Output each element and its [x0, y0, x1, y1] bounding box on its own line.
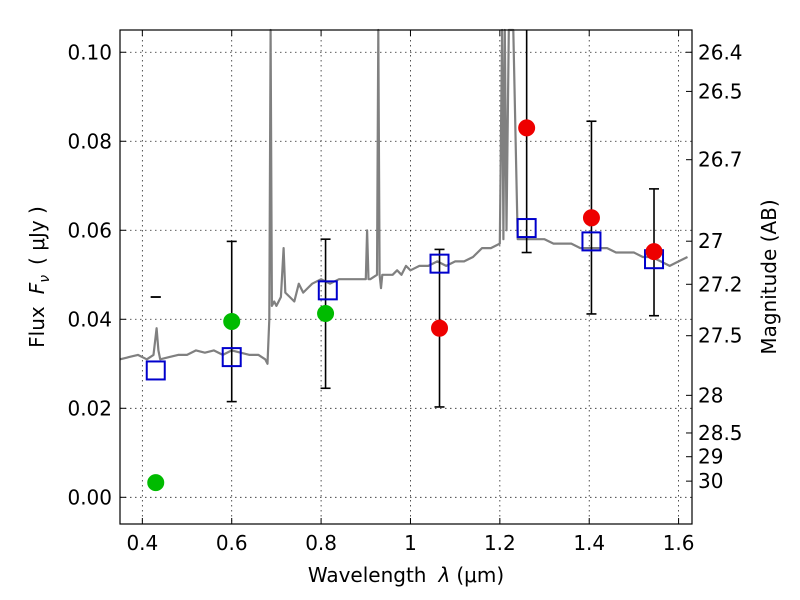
- y2-tick-label: 29: [698, 445, 723, 469]
- y-tick-label: 0.06: [67, 218, 112, 242]
- y-tick-label: 0.08: [67, 129, 112, 153]
- x-tick-label: 0.6: [216, 531, 248, 555]
- y2-tick-label: 28.5: [698, 421, 743, 445]
- square-marker: [221, 347, 242, 368]
- circle-marker: [518, 119, 536, 137]
- circle-marker: [223, 313, 241, 331]
- error-bars: [150, 30, 660, 408]
- square-marker: [145, 360, 166, 381]
- grid: [120, 30, 692, 524]
- circle-marker: [431, 319, 449, 337]
- y2-tick-label: 27: [698, 229, 723, 253]
- axis-ticks: 0.4 0.6 0.8 1 1.2 1.4 1.6 0.00 0.02 0.04 0.06 0.08 0…: [67, 30, 743, 555]
- x-tick-label: 0.4: [126, 531, 158, 555]
- model-spectrum-layer: [119, 28, 688, 365]
- y-tick-label: 0.04: [67, 307, 112, 331]
- square-marker: [581, 231, 602, 252]
- y-axis-label: FluxFν( μJy ): [25, 206, 53, 348]
- x-tick-label: 0.8: [305, 531, 337, 555]
- y-tick-label: 0.02: [67, 396, 112, 420]
- x-tick-label: 1.6: [663, 531, 695, 555]
- y2-axis-label: Magnitude (AB): [757, 199, 781, 354]
- y2-tick-label: 28: [698, 383, 723, 407]
- circle-marker: [147, 474, 165, 492]
- x-axis-label: Wavelength λ (μm): [308, 563, 504, 587]
- circle-marker: [317, 304, 335, 322]
- y2-tick-label: 30: [698, 469, 723, 493]
- y2-tick-label: 27.5: [698, 324, 743, 348]
- model-spectrum-line: [119, 28, 688, 365]
- y2-tick-label: 26.7: [698, 148, 743, 172]
- circle-marker: [582, 209, 600, 227]
- data-markers: [145, 119, 665, 492]
- y-tick-label: 0.10: [67, 40, 112, 64]
- square-marker: [317, 280, 338, 301]
- circle-marker: [645, 243, 663, 261]
- y2-tick-label: 26.5: [698, 79, 743, 103]
- x-tick-label: 1.4: [573, 531, 605, 555]
- x-tick-label: 1.2: [484, 531, 516, 555]
- y2-tick-label: 27.2: [698, 272, 743, 296]
- square-marker: [516, 218, 537, 239]
- plot-frame: [119, 29, 693, 525]
- y2-tick-label: 26.4: [698, 40, 743, 64]
- square-marker: [429, 253, 450, 274]
- x-tick-label: 1: [404, 531, 417, 555]
- y-tick-label: 0.00: [67, 485, 112, 509]
